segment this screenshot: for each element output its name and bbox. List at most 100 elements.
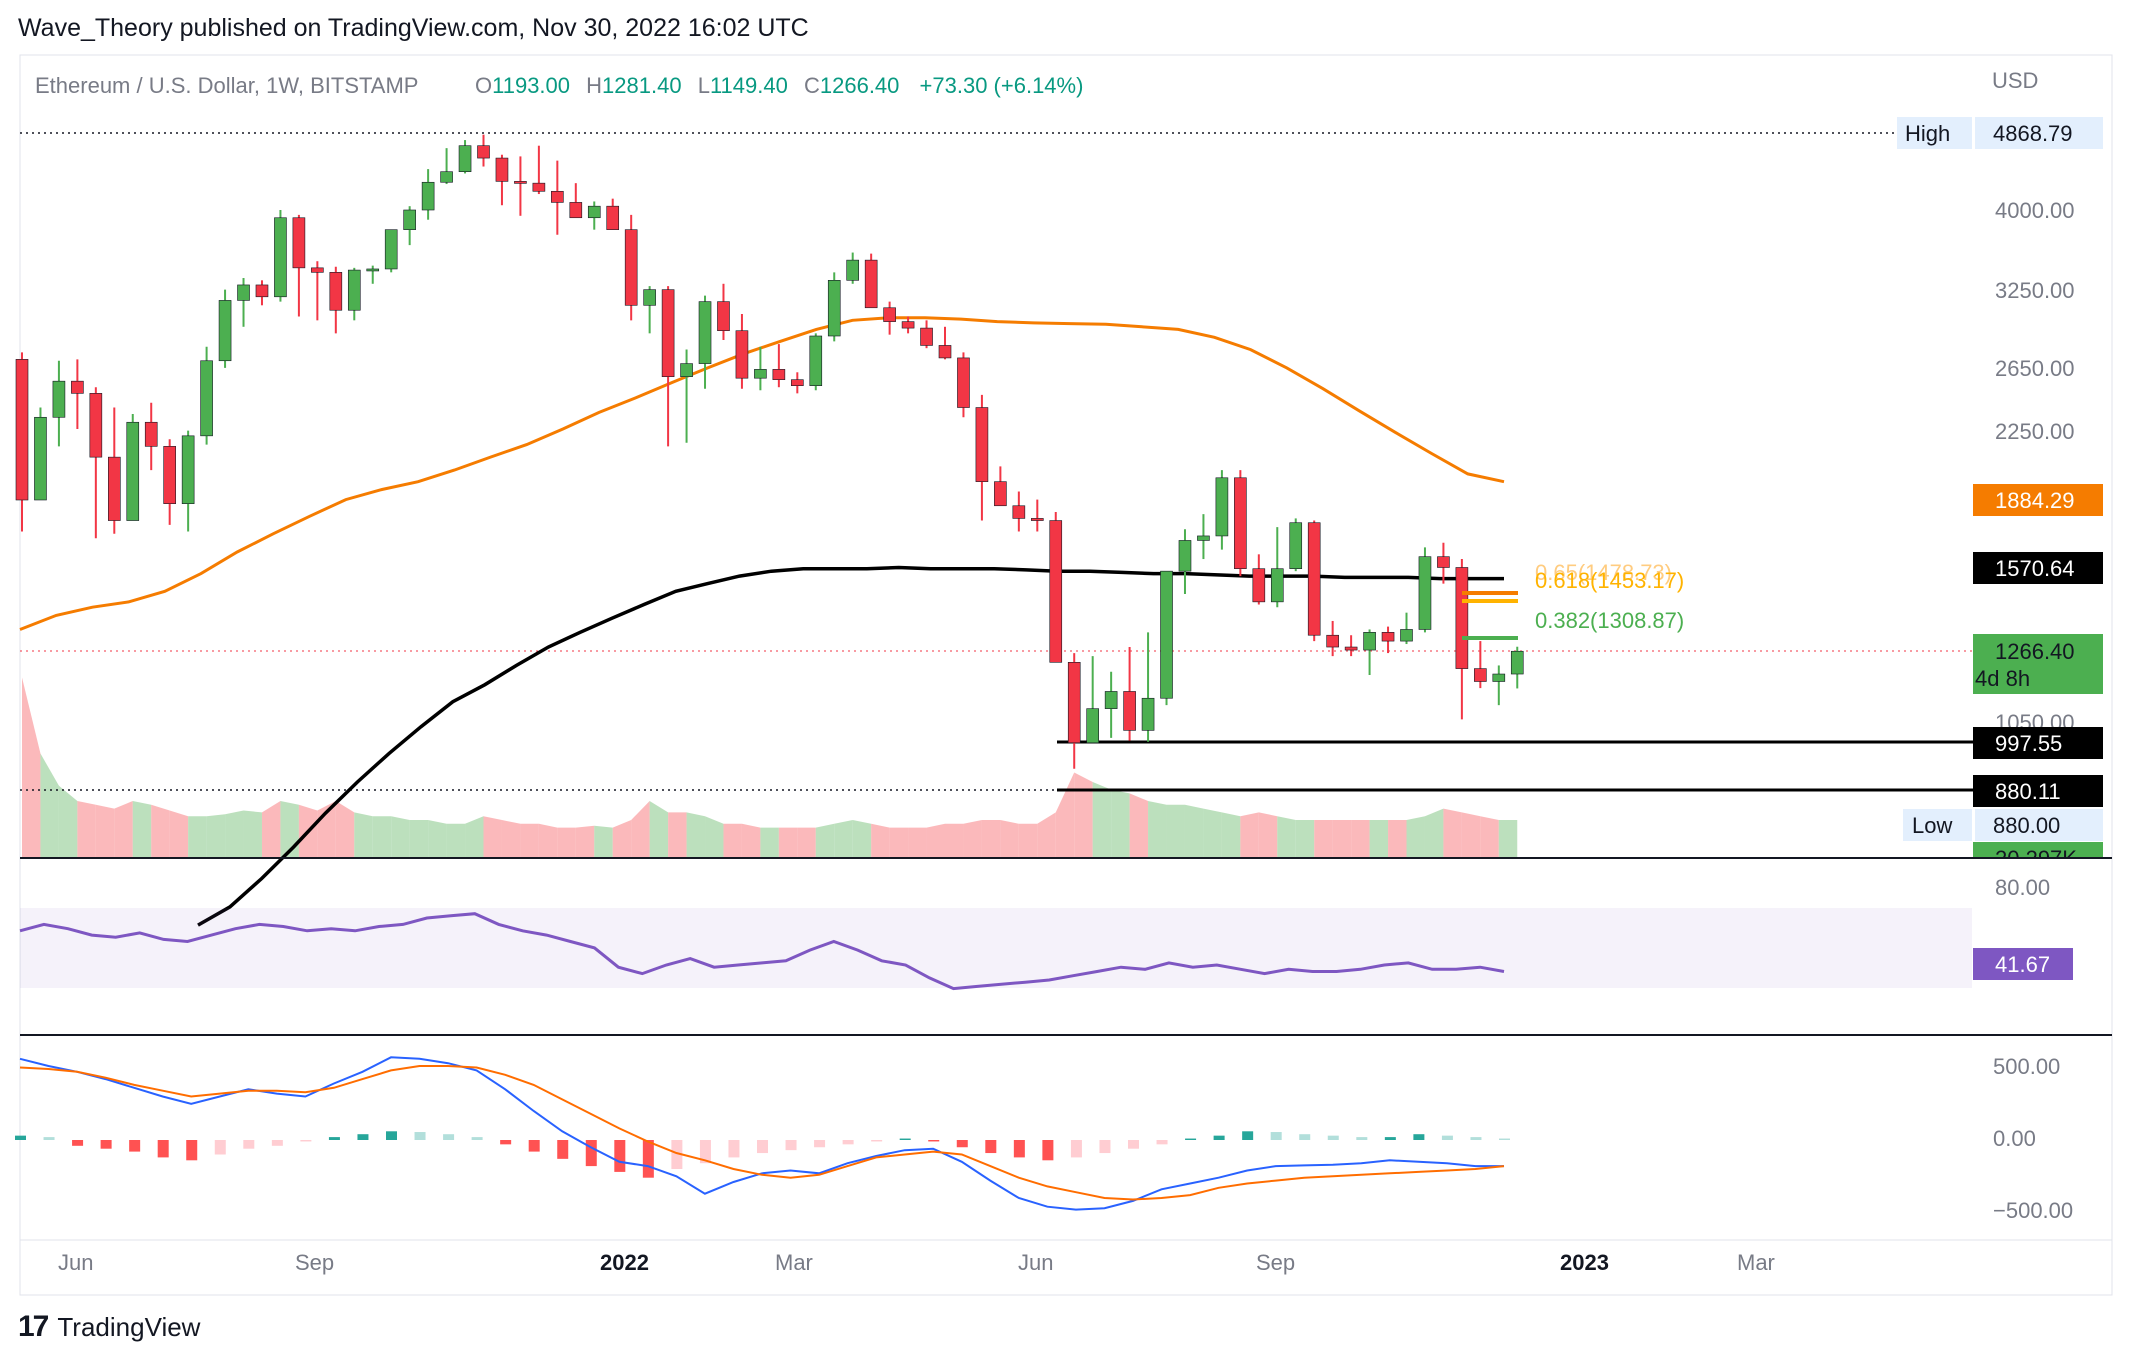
candle-body[interactable]: [144, 421, 158, 447]
candle-body[interactable]: [347, 269, 361, 311]
candle-body[interactable]: [1289, 522, 1303, 570]
candle-body[interactable]: [791, 379, 804, 386]
volume-area-segment: [77, 801, 96, 858]
candle-body[interactable]: [1270, 568, 1284, 603]
candle-body[interactable]: [1252, 568, 1266, 603]
support-badge-997-text: 997.55: [1995, 731, 2062, 756]
ma200-line[interactable]: [197, 565, 1504, 927]
candle-body[interactable]: [108, 456, 121, 521]
candle-body[interactable]: [1510, 650, 1524, 675]
volume-area-segment: [1295, 820, 1315, 858]
candle-body[interactable]: [126, 421, 140, 521]
candle-body[interactable]: [938, 345, 952, 359]
price-tick-2650: 2650.00: [1995, 356, 2075, 381]
chart-canvas[interactable]: Ethereum / U.S. Dollar, 1W, BITSTAMP O11…: [0, 0, 2132, 1300]
candle-body[interactable]: [1363, 632, 1376, 651]
candle-body[interactable]: [1123, 691, 1136, 731]
candle-body[interactable]: [71, 380, 84, 394]
candle-body[interactable]: [957, 357, 970, 408]
candle-body[interactable]: [1049, 520, 1063, 663]
candle-body[interactable]: [1437, 556, 1450, 568]
candle-body[interactable]: [421, 181, 435, 211]
macd-signal-line[interactable]: [19, 1065, 1505, 1201]
candle-body[interactable]: [864, 259, 878, 309]
candle-body[interactable]: [34, 416, 47, 501]
candle-body[interactable]: [698, 301, 712, 364]
volume-area-segment: [1074, 772, 1093, 858]
candle-body[interactable]: [809, 335, 823, 386]
countdown-text: 4d 8h: [1975, 666, 2030, 691]
candle-body[interactable]: [1031, 518, 1044, 521]
macd-histogram-bar: [1099, 1140, 1111, 1154]
candle-body[interactable]: [901, 321, 915, 329]
candle-body[interactable]: [754, 369, 767, 379]
candle-body[interactable]: [477, 145, 490, 159]
candle-body[interactable]: [1160, 570, 1173, 699]
candle-body[interactable]: [366, 268, 380, 272]
candle-body[interactable]: [1400, 629, 1413, 642]
candle-body[interactable]: [606, 205, 620, 230]
candle-body[interactable]: [1381, 632, 1395, 642]
candle-body[interactable]: [1197, 535, 1210, 541]
time-axis[interactable]: Jun Sep 2022 Mar Jun Sep 2023 Mar: [58, 1250, 1775, 1275]
candle-body[interactable]: [514, 181, 527, 184]
candle-body[interactable]: [975, 407, 989, 482]
candle-body[interactable]: [274, 217, 287, 298]
candle-body[interactable]: [1012, 505, 1026, 519]
candle-body[interactable]: [624, 229, 638, 306]
candle-body[interactable]: [311, 267, 324, 273]
candle-body[interactable]: [735, 330, 749, 379]
candle-body[interactable]: [1326, 634, 1339, 648]
candle-body[interactable]: [643, 289, 656, 306]
candle-body[interactable]: [994, 481, 1007, 507]
candle-body[interactable]: [237, 284, 250, 301]
candle-body[interactable]: [587, 205, 601, 219]
candle-body[interactable]: [181, 435, 195, 504]
ema50-line[interactable]: [19, 316, 1505, 631]
candle-body[interactable]: [1234, 477, 1247, 570]
candle-body[interactable]: [717, 301, 730, 332]
candle-body[interactable]: [458, 145, 472, 173]
candle-body[interactable]: [1344, 646, 1358, 651]
candle-body[interactable]: [292, 217, 306, 269]
candle-body[interactable]: [1474, 668, 1487, 682]
candle-body[interactable]: [218, 300, 232, 362]
candle-body[interactable]: [661, 289, 675, 378]
candle-body[interactable]: [163, 446, 176, 504]
macd-histogram-bar: [585, 1140, 597, 1167]
candle-body[interactable]: [329, 272, 343, 311]
candle-body[interactable]: [1067, 662, 1081, 744]
candle-body[interactable]: [384, 229, 398, 270]
candle-body[interactable]: [89, 393, 103, 458]
rsi-line[interactable]: [19, 912, 1505, 991]
candle-body[interactable]: [1215, 477, 1229, 537]
candle-body[interactable]: [15, 359, 29, 501]
candle-body[interactable]: [52, 380, 66, 418]
candle-body[interactable]: [551, 190, 564, 203]
candle-body[interactable]: [495, 157, 509, 182]
candle-body[interactable]: [1492, 673, 1506, 682]
candle-body[interactable]: [772, 369, 786, 380]
macd-histogram-bar: [1441, 1135, 1453, 1140]
candle-body[interactable]: [846, 259, 860, 281]
candle-body[interactable]: [883, 307, 896, 322]
candle-body[interactable]: [1178, 540, 1192, 572]
price-axis[interactable]: 4000.00 3250.00 2650.00 2250.00 1050.00: [1995, 198, 2075, 735]
candle-body[interactable]: [1141, 697, 1155, 731]
candle-body[interactable]: [440, 171, 453, 183]
candle-body[interactable]: [680, 363, 693, 378]
candle-body[interactable]: [403, 209, 416, 230]
candle-body[interactable]: [569, 202, 583, 219]
candle-body[interactable]: [532, 182, 546, 192]
candle-body[interactable]: [1418, 556, 1432, 630]
candle-body[interactable]: [1104, 691, 1118, 709]
candle-body[interactable]: [827, 280, 841, 337]
candle-body[interactable]: [1086, 708, 1099, 744]
candle-body[interactable]: [255, 284, 269, 298]
candle-body[interactable]: [200, 360, 213, 437]
macd-line[interactable]: [19, 1056, 1504, 1211]
volume-area-segment: [1277, 816, 1296, 858]
candle-body[interactable]: [920, 327, 933, 346]
candle-body[interactable]: [1455, 567, 1469, 669]
candle-body[interactable]: [1307, 522, 1321, 636]
